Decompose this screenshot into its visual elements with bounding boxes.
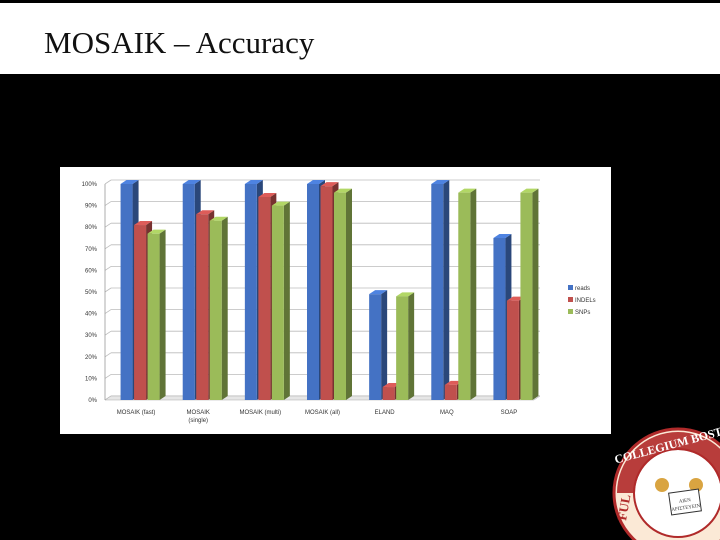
x-axis-categories: MOSAIK (fast) MOSAIK (single) MOSAIK (multi…	[117, 410, 518, 424]
x-category-label: ELAND	[375, 410, 396, 416]
y-tick-label: 10%	[85, 376, 98, 382]
y-tick-label: 70%	[85, 247, 98, 253]
y-tick-label: 30%	[85, 333, 98, 339]
y-tick-label: 100%	[82, 182, 98, 188]
grid-line-depth	[104, 266, 112, 271]
x-category-label: MOSAIK (all)	[305, 410, 340, 416]
y-tick-label: 60%	[85, 268, 98, 274]
legend-swatch	[568, 297, 573, 302]
x-category-label: SOAP	[501, 410, 518, 416]
svg-text:ΑΡΙΣΤΕΥΕΙΝ: ΑΡΙΣΤΕΥΕΙΝ	[671, 504, 701, 513]
y-tick-label: 50%	[85, 290, 98, 296]
x-category-label: (single)	[188, 418, 208, 424]
x-category-label: MOSAIK	[187, 410, 210, 416]
legend-label: INDELs	[575, 298, 596, 304]
bar-snps	[209, 216, 228, 400]
bar-snps	[334, 188, 352, 400]
bar-snps	[271, 201, 290, 400]
title-bar: MOSAIK – Accuracy	[0, 0, 720, 74]
bar-snps	[396, 292, 415, 400]
legend: reads INDELs SNPs	[568, 285, 596, 316]
bar-reads	[431, 180, 450, 400]
bar-snps	[458, 188, 477, 400]
grid-line-depth	[104, 244, 112, 250]
grid-line-depth	[104, 222, 112, 228]
bar-reads	[369, 290, 388, 400]
boston-college-seal-logo: COLLEGIUM BOSTON FUL ΑΙΕΝ ΑΡΙΣΤΕΥΕΙΝ	[612, 427, 720, 540]
grid-line-depth	[104, 330, 112, 336]
slide-title: MOSAIK – Accuracy	[44, 25, 315, 60]
legend-swatch	[568, 285, 573, 290]
y-tick-label: 40%	[85, 312, 98, 318]
y-axis-ticks: 0% 10% 20% 30% 40% 50% 60% 70% 80% 90% 100%	[82, 182, 98, 404]
grid-line-depth	[104, 374, 112, 379]
chart-panel: 0% 10% 20% 30% 40% 50% 60% 70% 80% 90% 100% MOSAIK…	[60, 167, 611, 434]
grid-line-depth	[104, 201, 112, 206]
grid-line-depth	[104, 309, 112, 314]
bar-snps	[147, 229, 166, 400]
x-category-label: MOSAIK (fast)	[117, 410, 156, 416]
bar-snps	[520, 188, 539, 400]
grid-line-depth	[104, 179, 112, 185]
x-category-label: MOSAIK (multi)	[240, 410, 282, 416]
grid-line-depth	[104, 352, 112, 358]
y-tick-label: 20%	[85, 355, 98, 361]
accuracy-chart: 0% 10% 20% 30% 40% 50% 60% 70% 80% 90% 100% MOSAIK…	[82, 179, 596, 424]
svg-text:ΑΙΕΝ: ΑΙΕΝ	[679, 498, 692, 505]
legend-label: SNPs	[575, 310, 590, 316]
legend-swatch	[568, 309, 573, 314]
x-category-label: MAQ	[440, 410, 454, 416]
bars	[120, 180, 539, 400]
legend-label: reads	[575, 286, 590, 292]
y-tick-label: 0%	[88, 398, 97, 404]
svg-text:FUL: FUL	[614, 493, 633, 522]
y-tick-label: 90%	[85, 204, 98, 210]
grid-line-depth	[104, 287, 112, 293]
y-tick-label: 80%	[85, 225, 98, 231]
